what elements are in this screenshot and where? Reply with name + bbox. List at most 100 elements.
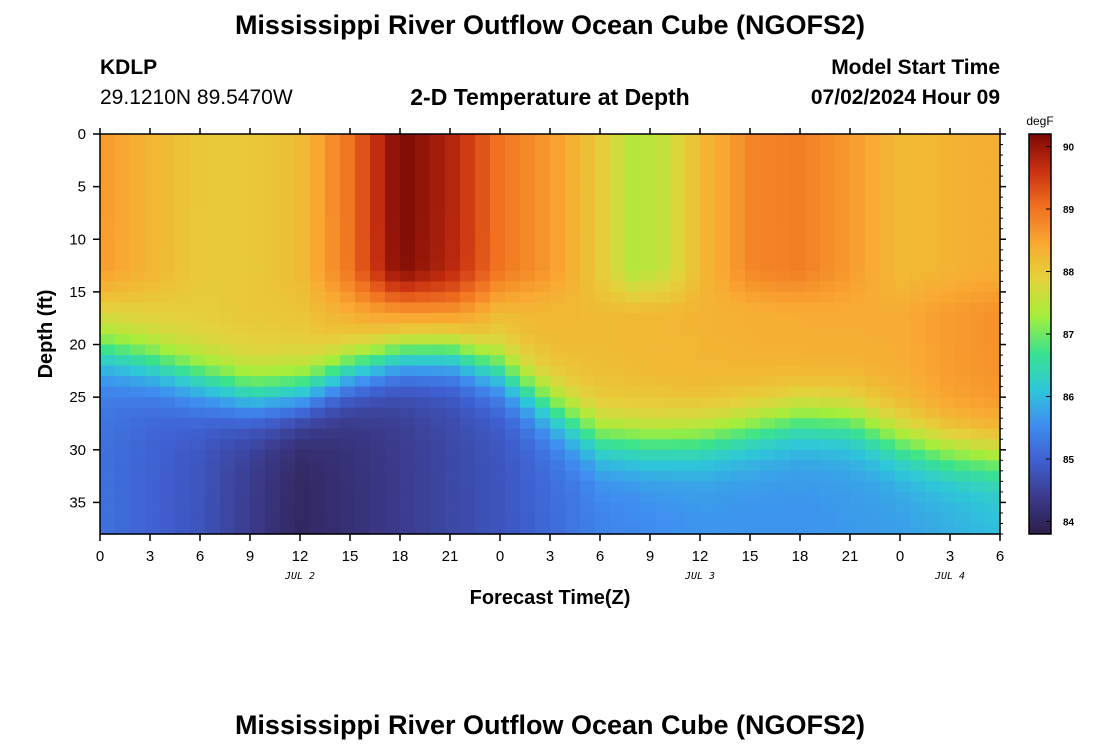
heatmap-cell: [880, 439, 896, 451]
heatmap-cell: [250, 239, 266, 251]
heatmap-cell: [700, 291, 716, 304]
heatmap-cell: [115, 260, 131, 272]
heatmap-cell: [760, 291, 776, 304]
heatmap-cell: [940, 376, 956, 388]
heatmap-cell: [100, 291, 116, 304]
heatmap-cell: [490, 260, 506, 272]
heatmap-cell: [715, 502, 731, 514]
heatmap-cell: [460, 523, 476, 535]
heatmap-cell: [370, 428, 386, 440]
heatmap-cell: [940, 249, 956, 261]
heatmap-cell: [145, 355, 161, 367]
heatmap-cell: [445, 323, 461, 335]
heatmap-cell: [640, 312, 656, 325]
heatmap-cell: [610, 418, 626, 430]
heatmap-cell: [760, 407, 776, 419]
heatmap-cell: [610, 155, 626, 167]
heatmap-cell: [805, 344, 821, 356]
heatmap-cell: [580, 439, 596, 451]
heatmap-cell: [400, 344, 416, 356]
heatmap-cell: [415, 291, 431, 304]
heatmap-cell: [475, 512, 491, 525]
heatmap-cell: [835, 323, 851, 335]
heatmap-cell: [130, 439, 146, 451]
heatmap-cell: [505, 439, 521, 451]
heatmap-cell: [730, 502, 746, 514]
heatmap-cell: [175, 502, 191, 514]
heatmap-cell: [235, 418, 251, 430]
heatmap-cell: [895, 481, 911, 493]
heatmap-cell: [970, 344, 986, 356]
heatmap-cell: [730, 260, 746, 272]
heatmap-cell: [760, 165, 776, 177]
heatmap-cell: [130, 397, 146, 409]
heatmap-cell: [415, 428, 431, 440]
heatmap-cell: [940, 502, 956, 514]
heatmap-cell: [355, 155, 371, 167]
heatmap-cell: [760, 249, 776, 261]
heatmap-cell: [835, 460, 851, 472]
heatmap-cell: [610, 291, 626, 304]
heatmap-cell: [505, 197, 521, 209]
heatmap-cell: [130, 323, 146, 335]
heatmap-cell: [490, 460, 506, 472]
heatmap-cell: [910, 218, 926, 230]
heatmap-cell: [355, 312, 371, 325]
heatmap-cell: [865, 218, 881, 230]
heatmap-cell: [850, 270, 866, 282]
heatmap-cell: [385, 228, 401, 240]
heatmap-cell: [655, 491, 671, 504]
heatmap-cell: [820, 197, 836, 209]
heatmap-cell: [130, 365, 146, 377]
heatmap-cell: [700, 344, 716, 356]
heatmap-cell: [445, 165, 461, 177]
heatmap-cell: [265, 281, 281, 293]
heatmap-cell: [280, 407, 296, 419]
x-tick-label: 6: [596, 548, 604, 565]
heatmap-cell: [715, 523, 731, 535]
heatmap-cell: [250, 502, 266, 514]
heatmap-cell: [145, 502, 161, 514]
heatmap-cell: [685, 481, 701, 493]
heatmap-cell: [295, 239, 311, 251]
heatmap-cell: [745, 523, 761, 535]
heatmap-cell: [385, 376, 401, 388]
heatmap-cell: [775, 302, 791, 314]
heatmap-cell: [940, 365, 956, 377]
heatmap-cell: [535, 270, 551, 282]
heatmap-cell: [775, 186, 791, 198]
heatmap-cell: [175, 197, 191, 209]
x-tick-label: 9: [646, 548, 654, 565]
heatmap-cell: [790, 491, 806, 504]
heatmap-cell: [655, 291, 671, 304]
heatmap-cell: [865, 207, 881, 219]
heatmap-cell: [475, 418, 491, 430]
heatmap-cell: [235, 228, 251, 240]
heatmap-cell: [100, 186, 116, 198]
heatmap-cell: [535, 155, 551, 167]
heatmap-cell: [370, 207, 386, 219]
heatmap-cell: [445, 270, 461, 282]
heatmap-cell: [475, 176, 491, 188]
heatmap-cell: [865, 439, 881, 451]
heatmap-cell: [400, 439, 416, 451]
heatmap-cell: [730, 291, 746, 304]
heatmap-cell: [850, 302, 866, 314]
heatmap-cell: [670, 218, 686, 230]
heatmap-cell: [130, 502, 146, 514]
heatmap-cell: [655, 428, 671, 440]
heatmap-cell: [250, 270, 266, 282]
heatmap-cell: [880, 249, 896, 261]
heatmap-cell: [955, 165, 971, 177]
heatmap-cell: [730, 207, 746, 219]
heatmap-cell: [895, 323, 911, 335]
heatmap-cell: [145, 144, 161, 156]
heatmap-cell: [775, 312, 791, 325]
heatmap-cell: [775, 481, 791, 493]
heatmap-cell: [550, 155, 566, 167]
heatmap-cell: [685, 376, 701, 388]
heatmap-cell: [910, 281, 926, 293]
heatmap-cell: [820, 386, 836, 398]
heatmap-cell: [700, 270, 716, 282]
heatmap-cell: [610, 460, 626, 472]
